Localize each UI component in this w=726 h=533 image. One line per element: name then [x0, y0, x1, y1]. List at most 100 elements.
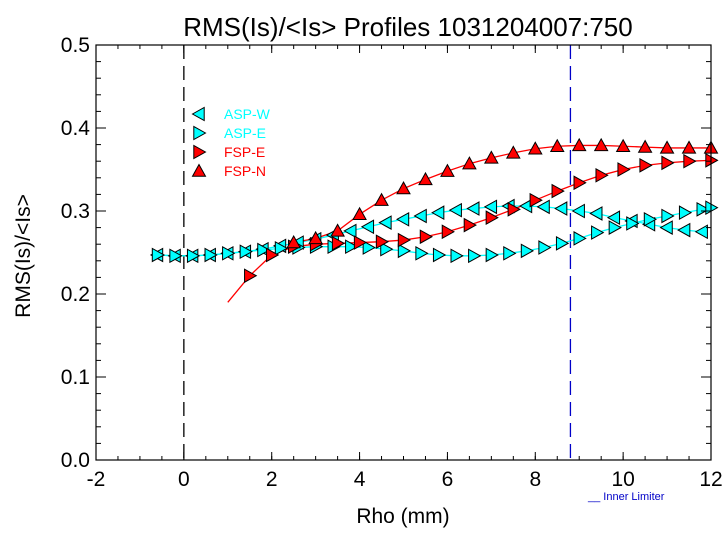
data-point-fsp-e	[353, 235, 368, 250]
data-point-fsp-n	[505, 145, 521, 159]
data-point-asp-w	[360, 219, 375, 235]
x-tick-label: 10	[611, 468, 634, 491]
y-axis-ticks: 0.0 0.1 0.2 0.3 0.4 0.5	[61, 34, 711, 472]
y-tick-label: 0.1	[61, 366, 90, 389]
data-point-asp-e	[450, 248, 464, 264]
data-point-asp-e	[678, 205, 693, 221]
data-point-asp-e	[643, 211, 658, 227]
data-point-fsp-n	[462, 156, 477, 170]
data-point-fsp-e	[529, 192, 543, 208]
chart-title: RMS(Is)/<Is> Profiles 1031204007:750	[183, 12, 632, 42]
data-point-fsp-n	[527, 141, 543, 155]
data-point-asp-e	[573, 231, 587, 246]
x-tick-label: 2	[266, 468, 278, 491]
data-point-fsp-e	[617, 162, 631, 177]
x-tick-label: -2	[87, 468, 106, 491]
data-point-asp-e	[591, 225, 605, 240]
data-point-asp-w	[659, 220, 673, 235]
data-point-asp-e	[257, 242, 271, 258]
data-point-fsp-n	[637, 139, 653, 153]
data-point-asp-w	[571, 203, 585, 219]
data-point-fsp-e	[639, 158, 653, 173]
legend-marker-fsp-e	[193, 144, 207, 160]
x-axis-ticks: -2 0 2 4 6 8 10 12	[87, 45, 723, 491]
data-point-fsp-n	[681, 140, 697, 154]
data-point-asp-e	[538, 240, 552, 255]
data-point-asp-e	[608, 220, 622, 235]
data-point-asp-e	[380, 241, 394, 257]
x-tick-label: 8	[529, 468, 541, 491]
data-point-asp-e	[696, 201, 710, 217]
data-point-asp-e	[468, 248, 482, 264]
data-point-fsp-e	[683, 153, 697, 169]
reference-lines	[183, 45, 572, 460]
data-point-fsp-e	[441, 224, 455, 240]
data-point-fsp-e	[331, 236, 346, 251]
data-point-asp-w	[395, 211, 410, 227]
data-point-asp-e	[151, 247, 166, 263]
x-axis-label: Rho (mm)	[356, 505, 449, 528]
data-point-asp-e	[204, 247, 218, 263]
legend-marker-fsp-n	[191, 163, 207, 177]
data-point-asp-w	[413, 208, 427, 224]
data-point-asp-w	[536, 199, 550, 215]
data-point-asp-e	[520, 243, 535, 259]
y-tick-label: 0.2	[61, 283, 90, 306]
legend-label-fsp-e: FSP-E	[224, 144, 265, 160]
data-point-fsp-e	[595, 167, 609, 183]
data-point-fsp-n	[571, 137, 587, 152]
data-point-fsp-e	[507, 201, 521, 217]
data-point-fsp-n	[396, 181, 411, 195]
data-point-asp-e	[415, 245, 429, 261]
data-point-fsp-e	[397, 232, 412, 248]
data-point-asp-e	[397, 243, 412, 259]
data-point-fsp-e	[551, 183, 565, 199]
data-point-fsp-n	[659, 140, 675, 154]
data-point-asp-e	[362, 240, 376, 255]
data-point-asp-w	[448, 202, 462, 218]
data-point-asp-e	[239, 244, 253, 260]
data-point-asp-e	[169, 248, 183, 264]
data-point-asp-e	[274, 241, 289, 256]
data-point-fsp-n	[374, 192, 389, 206]
data-point-fsp-e	[573, 175, 587, 191]
x-tick-label: 0	[178, 468, 190, 491]
legend-marker-asp-e	[193, 125, 207, 141]
data-point-asp-e	[626, 216, 640, 231]
data-point-asp-w	[589, 206, 603, 221]
legend: ASP-W ASP-E FSP-E FSP-N	[191, 106, 271, 179]
x-tick-label: 4	[354, 468, 366, 491]
data-point-asp-w	[677, 222, 691, 238]
data-point-fsp-n	[418, 171, 433, 186]
data-point-fsp-n	[615, 138, 631, 152]
y-tick-label: 0.4	[61, 117, 91, 140]
series-markers	[149, 137, 719, 284]
data-point-asp-e	[345, 239, 359, 255]
data-point-asp-w	[483, 199, 498, 215]
data-point-asp-w	[554, 201, 568, 216]
x-tick-label: 6	[442, 468, 454, 491]
data-point-fsp-e	[463, 217, 477, 233]
limiter-label: __ Inner Limiter	[587, 491, 665, 503]
data-point-asp-w	[694, 224, 708, 240]
data-point-asp-e	[555, 236, 570, 251]
data-point-asp-w	[378, 215, 392, 230]
data-point-fsp-n	[440, 163, 455, 177]
data-point-fsp-n	[549, 138, 565, 152]
y-tick-label: 0.0	[61, 449, 90, 472]
data-point-fsp-n	[352, 206, 367, 221]
data-point-asp-e	[503, 245, 517, 261]
data-point-fsp-e	[661, 155, 675, 171]
x-tick-label: 12	[699, 468, 722, 491]
legend-label-asp-e: ASP-E	[224, 125, 266, 141]
data-point-asp-e	[186, 248, 201, 264]
data-point-fsp-e	[266, 247, 280, 263]
data-point-fsp-e	[485, 210, 499, 225]
legend-label-fsp-n: FSP-N	[224, 163, 266, 179]
data-point-asp-w	[606, 210, 621, 225]
data-point-fsp-n	[593, 137, 609, 152]
data-point-fsp-n	[286, 235, 302, 249]
y-tick-label: 0.5	[61, 34, 90, 57]
